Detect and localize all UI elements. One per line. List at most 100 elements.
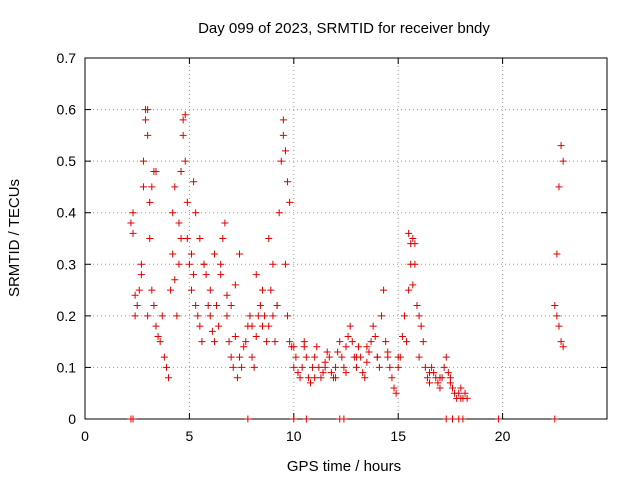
data-point [319, 369, 327, 377]
data-point [279, 131, 287, 139]
data-point [340, 363, 348, 371]
data-point [150, 302, 158, 310]
data-point [457, 394, 465, 402]
data-point [208, 327, 216, 335]
zero-data-point [302, 415, 310, 423]
data-point [557, 142, 565, 150]
data-point [444, 369, 452, 377]
data-point [192, 302, 200, 310]
data-point [160, 353, 168, 361]
data-point [144, 131, 152, 139]
data-point [296, 374, 304, 382]
data-point [386, 363, 394, 371]
data-point [177, 167, 185, 175]
data-point [342, 343, 350, 351]
data-point [139, 157, 147, 165]
data-point [298, 363, 306, 371]
data-point [284, 312, 292, 320]
data-point [290, 343, 298, 351]
data-point [551, 302, 559, 310]
data-point [436, 374, 444, 382]
data-point [334, 348, 342, 356]
data-point [304, 374, 312, 382]
data-point [131, 291, 139, 299]
data-point [137, 271, 145, 279]
data-point [196, 235, 204, 242]
data-point [336, 338, 344, 346]
data-point [292, 353, 300, 361]
data-point [206, 312, 214, 320]
data-point [169, 250, 177, 258]
data-point [187, 250, 195, 258]
data-point [269, 312, 277, 320]
data-point [146, 235, 154, 242]
zero-data-point [290, 415, 298, 423]
data-point [206, 286, 214, 294]
data-point [302, 353, 310, 361]
y-tick-label: 0.3 [57, 256, 77, 272]
zero-data-point [551, 415, 559, 423]
data-point [361, 374, 369, 382]
data-point [275, 209, 283, 217]
zero-data-point [442, 415, 450, 423]
data-point [221, 219, 229, 227]
data-point [213, 302, 221, 310]
data-point [290, 363, 298, 371]
data-point [156, 338, 164, 346]
data-point [154, 332, 162, 340]
data-point [148, 286, 156, 294]
grid [85, 58, 607, 419]
data-point [421, 363, 429, 371]
x-axis-title: GPS time / hours [287, 458, 401, 475]
data-point [553, 250, 561, 258]
data-point [442, 353, 450, 361]
zero-data-point [340, 415, 348, 423]
zero-data-point [244, 415, 252, 423]
data-point [261, 312, 269, 320]
data-point [192, 209, 200, 217]
data-point [200, 260, 208, 268]
data-point [555, 183, 563, 191]
data-point [392, 389, 400, 397]
data-point [158, 312, 166, 320]
data-point [165, 374, 173, 382]
data-point [269, 260, 277, 268]
data-point [373, 353, 381, 361]
data-point [559, 157, 567, 165]
data-point [190, 271, 198, 279]
data-point [179, 116, 187, 124]
data-point [327, 369, 335, 377]
data-point [426, 379, 434, 387]
data-point [279, 116, 287, 124]
data-point [277, 157, 285, 165]
zero-data-point [459, 415, 467, 423]
data-point [423, 374, 431, 382]
data-point [559, 343, 567, 351]
data-point [204, 302, 212, 310]
data-point [323, 348, 331, 356]
data-point [342, 369, 350, 377]
data-point [196, 322, 204, 330]
data-point [463, 394, 471, 402]
data-point [446, 374, 454, 382]
data-point [169, 209, 177, 217]
data-point [248, 322, 256, 330]
data-point [344, 332, 352, 340]
data-point [555, 322, 563, 330]
data-point [152, 167, 160, 175]
data-point [263, 338, 271, 346]
data-point [348, 338, 356, 346]
data-point [194, 312, 202, 320]
data-point [236, 250, 244, 258]
data-point [365, 348, 373, 356]
x-tick-label: 20 [495, 428, 511, 444]
data-point [273, 302, 281, 310]
zero-data-point [494, 415, 502, 423]
data-point [171, 276, 179, 284]
data-point [252, 271, 260, 279]
data-point [309, 363, 317, 371]
data-point [434, 379, 442, 387]
y-tick-label: 0.4 [57, 205, 77, 221]
data-point [409, 281, 417, 289]
